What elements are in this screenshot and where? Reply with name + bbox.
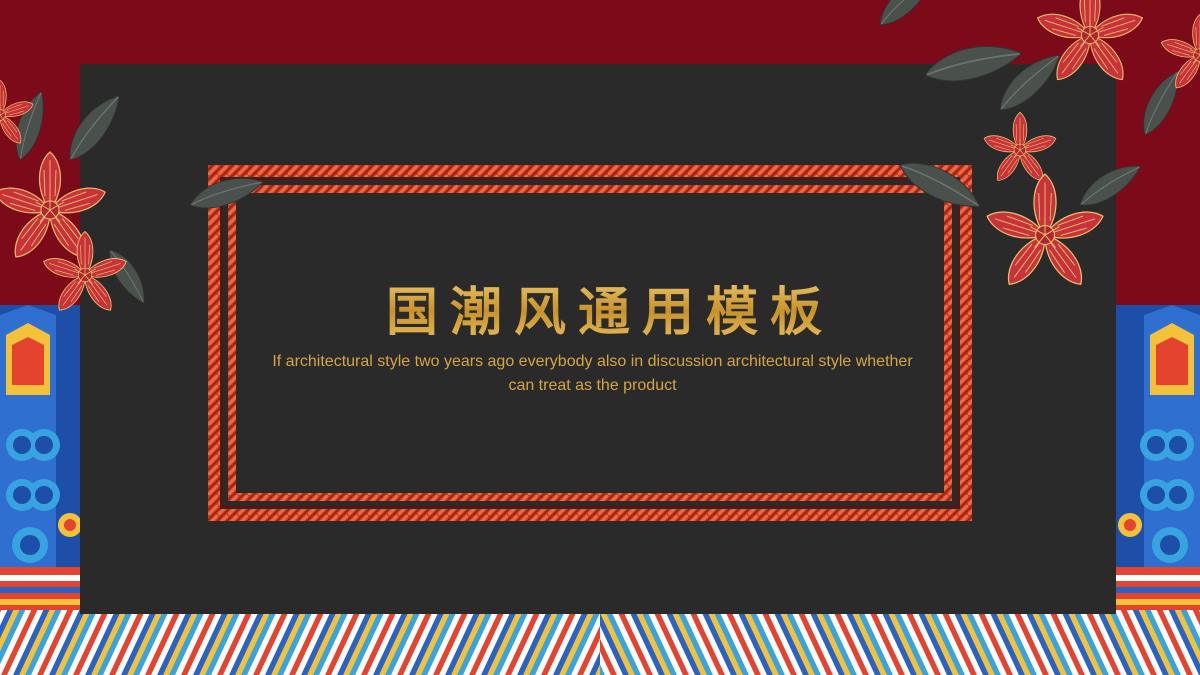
cloud-pillar-icon — [0, 305, 84, 610]
cloud-pillar-icon — [1116, 305, 1200, 610]
slide-subtitle: If architectural style two years ago eve… — [272, 353, 913, 394]
ornate-frame — [208, 165, 972, 521]
slide-title: 国潮风通用模板 — [230, 270, 990, 345]
